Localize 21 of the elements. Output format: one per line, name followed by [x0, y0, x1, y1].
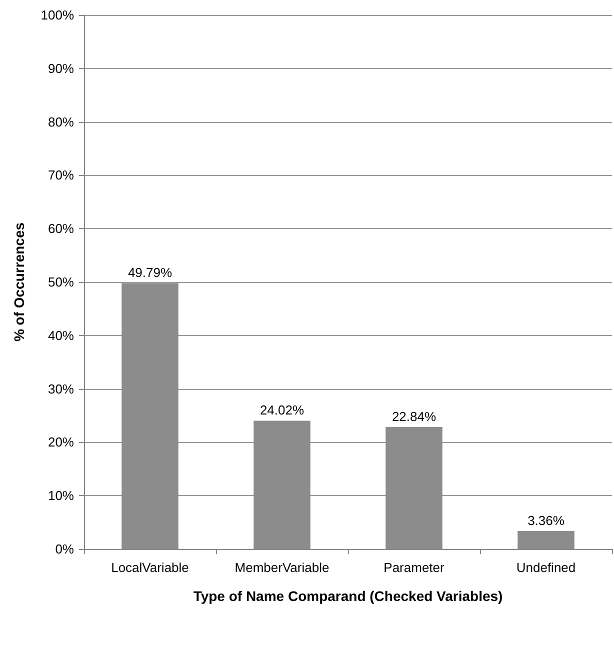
y-tick-label: 90% [48, 60, 74, 76]
x-tick-label: LocalVariable [111, 560, 189, 575]
y-tick-label: 0% [55, 542, 74, 556]
y-tick-label: 100% [40, 8, 74, 22]
y-tick-label: 20% [48, 434, 74, 450]
data-label: 3.36% [528, 513, 565, 528]
y-tick-label: 10% [48, 488, 74, 504]
x-tick-label: Undefined [516, 560, 576, 575]
y-tick-label: 70% [48, 168, 74, 183]
y-tick-label: 80% [48, 114, 74, 130]
y-tick-label: 60% [48, 221, 74, 236]
y-tick-label: 50% [48, 274, 74, 290]
data-label: 24.02% [260, 402, 304, 418]
x-tick-label: MemberVariable [234, 560, 330, 575]
y-axis-title: % of Occurrences [11, 222, 27, 342]
y-tick-label: 40% [48, 328, 74, 343]
x-tick-label: Parameter [384, 560, 446, 575]
y-tick-label: 30% [48, 381, 74, 396]
data-label: 22.84% [392, 409, 436, 424]
x-axis-title: Type of Name Comparand (Checked Variables) [193, 588, 503, 604]
data-label: 49.79% [128, 265, 172, 280]
